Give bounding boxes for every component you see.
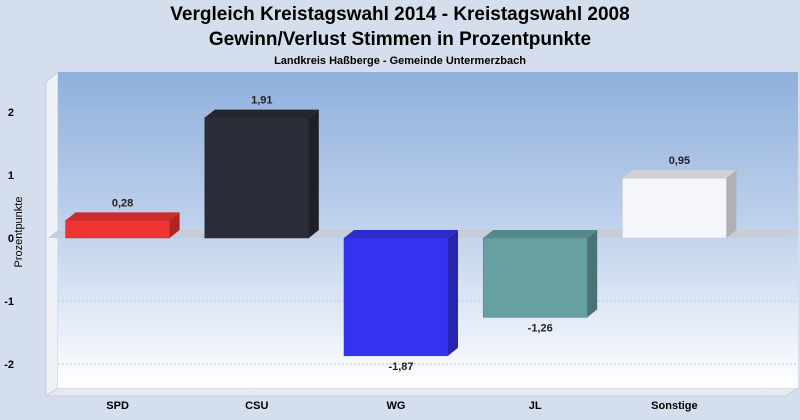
chart-subtitle-location: Landkreis Haßberge - Gemeinde Untermerzb… xyxy=(274,55,526,67)
plot-floor xyxy=(44,387,800,397)
x-category-label: JL xyxy=(529,400,542,412)
y-tick-label: -2 xyxy=(4,359,14,371)
y-tick-label: 0 xyxy=(8,233,14,245)
y-tick-label: 1 xyxy=(8,170,14,182)
y-tick-label: -1 xyxy=(4,296,14,308)
x-category-label: WG xyxy=(387,400,406,412)
data-label: 0,95 xyxy=(669,155,690,167)
bar-top xyxy=(65,212,180,221)
data-label: 0,28 xyxy=(112,197,133,209)
bar-top xyxy=(204,109,319,118)
bar-front xyxy=(622,177,727,239)
data-label: -1,26 xyxy=(528,322,553,334)
bar-side xyxy=(587,230,598,318)
chart-subtitle: Gewinn/Verlust Stimmen in Prozentpunkte xyxy=(208,29,592,50)
bar-top xyxy=(483,230,598,238)
bar-front xyxy=(204,117,310,239)
bar-jl xyxy=(482,230,598,318)
bar-side xyxy=(169,212,180,238)
x-category-label: CSU xyxy=(245,400,268,412)
y-tick-label: 2 xyxy=(8,107,14,119)
data-labels: 0,28 1,91 -1,87 -1,26 0,95 xyxy=(112,95,690,373)
bar-spd xyxy=(65,212,180,239)
bar-csu xyxy=(204,109,319,239)
bars xyxy=(65,109,737,357)
bar-front xyxy=(65,220,170,239)
bar-wg xyxy=(343,230,458,357)
bar-side xyxy=(448,230,458,356)
bar-side xyxy=(726,170,737,238)
bar-top xyxy=(622,170,737,179)
bar-front xyxy=(343,237,449,357)
bar-front xyxy=(482,237,588,318)
x-category-label: Sonstige xyxy=(651,400,697,412)
x-axis-categories: SPD CSU WG JL Sonstige xyxy=(106,400,697,412)
y-axis-label: Prozentpunkte xyxy=(13,197,25,268)
chart-title: Vergleich Kreistagswahl 2014 - Kreistags… xyxy=(170,4,630,25)
data-label: -1,87 xyxy=(388,361,413,373)
bar-sonstige xyxy=(622,170,737,239)
bar-top xyxy=(344,230,458,238)
x-category-label: SPD xyxy=(106,400,129,412)
y-axis-ticks: 2 1 0 -1 -2 xyxy=(4,107,14,371)
data-label: 1,91 xyxy=(251,95,272,107)
bar-side xyxy=(308,109,319,238)
